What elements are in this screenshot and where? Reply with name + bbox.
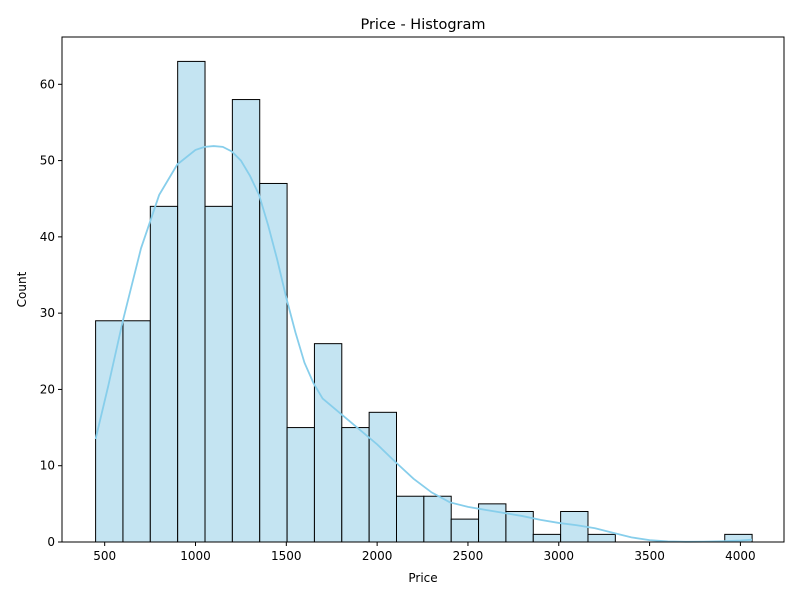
x-tick-label: 2500 [453, 549, 484, 563]
histogram-bar [532, 533, 562, 543]
y-tick-label: 60 [40, 77, 55, 91]
y-tick-label: 40 [40, 230, 55, 244]
x-tick-label: 500 [93, 549, 116, 563]
x-tick-label: 1000 [180, 549, 211, 563]
x-tick-label: 3000 [543, 549, 574, 563]
x-tick-label: 1500 [271, 549, 302, 563]
histogram-bar [450, 518, 480, 543]
y-tick-label: 30 [40, 306, 55, 320]
x-tick-label: 3500 [634, 549, 665, 563]
x-axis-ticks: 500 1000 1500 2000 2500 3000 3500 4000 [93, 542, 756, 563]
x-axis-label: Price [408, 571, 437, 585]
y-tick-label: 20 [40, 382, 55, 396]
histogram-bar [423, 495, 452, 543]
histogram-bar [341, 427, 370, 543]
histogram-bar [122, 320, 151, 543]
histogram-bar [259, 182, 288, 543]
x-tick-label: 4000 [725, 549, 756, 563]
y-tick-label: 0 [47, 535, 55, 549]
histogram-bar [587, 533, 616, 543]
histogram-bar [149, 205, 179, 543]
histogram-bar [395, 495, 425, 543]
histogram-bar [177, 60, 206, 543]
histogram-bar [313, 343, 343, 543]
y-axis-ticks: 0 10 20 30 40 50 60 [40, 77, 62, 549]
histogram-bar [204, 205, 233, 543]
histogram-bar [368, 411, 397, 543]
plot-frame [61, 36, 785, 543]
histogram-bars [95, 60, 753, 543]
histogram-bar [286, 427, 315, 543]
y-tick-label: 50 [40, 154, 55, 168]
y-tick-label: 10 [40, 459, 55, 473]
x-tick-label: 2000 [362, 549, 393, 563]
histogram-bar [231, 99, 261, 543]
y-axis-label: Count [15, 271, 29, 307]
kde-curve [94, 145, 753, 543]
chart-title: Price - Histogram [360, 17, 485, 33]
histogram-bar [95, 320, 124, 543]
